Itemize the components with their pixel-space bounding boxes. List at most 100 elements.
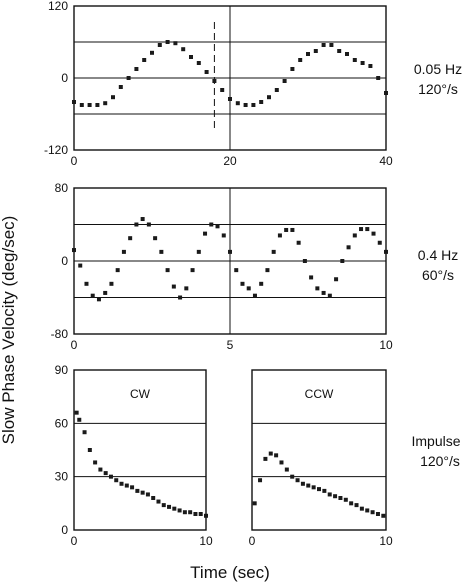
p2-data-point-39 (315, 286, 320, 291)
p4-data-point-3 (268, 451, 273, 456)
y-axis-label: Slow Phase Velocity (deg/sec) (0, 216, 18, 445)
annotation-p1-line1: 0.05 Hz (414, 61, 462, 77)
p2-data-point-14 (159, 249, 164, 254)
p2-data-point-24 (221, 233, 226, 238)
p4-data-point-23 (375, 512, 380, 516)
p3-data-point-15 (151, 496, 156, 500)
p2-data-point-10 (134, 222, 139, 227)
p3-data-point-4 (93, 460, 98, 465)
p1-data-point-11 (157, 43, 162, 47)
p2-data-point-26 (234, 268, 239, 273)
p1-data-point-6 (118, 85, 123, 89)
p3-data-point-18 (167, 504, 172, 509)
p3-frame (73, 369, 207, 531)
p1-data-point-8 (134, 67, 139, 71)
p3-data-point-2 (82, 430, 87, 435)
p3-data-point-23 (193, 512, 198, 516)
p3-ytick-label-0: 90 (55, 363, 69, 377)
p3-data-point-20 (177, 508, 182, 513)
p3-data-point-8 (114, 478, 119, 483)
p3-data-point-3 (87, 448, 92, 452)
p2-data-point-41 (327, 293, 332, 298)
p2-data-point-44 (346, 245, 351, 250)
p1-data-point-21 (235, 101, 240, 106)
p2-data-point-12 (146, 222, 151, 227)
p2-data-point-42 (334, 277, 339, 282)
p2-data-point-5 (103, 290, 108, 295)
p2-xtick-label-1: 5 (227, 338, 234, 352)
p1-data-point-40 (384, 91, 388, 95)
p1-data-point-27 (282, 79, 287, 83)
p1-data-point-26 (274, 88, 279, 92)
p2-data-point-7 (115, 268, 120, 273)
p2-data-point-38 (309, 275, 314, 280)
panel-0.4hz: 800-800 5 10 (51, 181, 393, 352)
p1-ytick-label-0: 120 (48, 0, 68, 13)
p3-data-point-12 (135, 488, 140, 493)
p4-data-point-9 (300, 481, 305, 486)
p2-data-point-25 (228, 249, 232, 254)
p3-data-point-14 (145, 492, 150, 497)
p2-data-point-49 (377, 240, 382, 245)
p1-data-point-30 (306, 52, 310, 56)
p1-xtick-label-2: 40 (379, 154, 393, 168)
p2-data-point-32 (271, 249, 276, 254)
p4-data-point-22 (370, 510, 375, 515)
p2-data-point-29 (252, 293, 257, 298)
p3-data-point-17 (161, 503, 166, 508)
annotation-impulse-line1: Impulse (411, 433, 460, 449)
p1-data-point-38 (368, 64, 373, 68)
p2-data-point-37 (302, 259, 307, 263)
p2-data-point-11 (140, 217, 145, 222)
p2-ytick-label-2: -80 (51, 327, 69, 341)
p4-data-point-10 (306, 483, 311, 488)
p1-data-point-13 (173, 41, 178, 46)
p1-data-point-31 (313, 49, 318, 53)
p1-data-point-2 (87, 103, 92, 107)
p1-data-point-19 (220, 88, 225, 92)
p2-data-point-40 (321, 290, 326, 295)
p2-data-point-23 (215, 224, 220, 229)
p1-data-point-33 (329, 43, 334, 47)
p1-data-point-28 (290, 67, 295, 71)
p4-data-point-1 (258, 478, 263, 483)
p4-data-point-8 (295, 478, 300, 483)
p4-data-point-14 (327, 492, 332, 497)
p2-data-point-2 (84, 281, 89, 286)
p1-ytick-label-2: -120 (44, 143, 68, 157)
p1-data-point-22 (243, 103, 248, 107)
p4-data-point-7 (290, 474, 295, 479)
p3-data-point-0 (74, 410, 79, 415)
p1-data-point-23 (251, 103, 256, 107)
p2-data-point-30 (259, 281, 264, 286)
p2-data-point-1 (78, 263, 83, 268)
p3-ytick-label-2: 30 (55, 470, 69, 484)
p1-data-point-24 (259, 100, 264, 104)
p1-data-point-9 (142, 58, 147, 62)
p1-data-point-3 (95, 103, 100, 107)
p1-data-point-36 (352, 58, 357, 62)
p1-data-point-39 (376, 76, 381, 80)
p1-data-point-34 (337, 49, 342, 53)
p1-data-point-17 (204, 70, 209, 74)
p1-data-point-1 (79, 103, 84, 107)
p4-data-point-12 (317, 487, 321, 492)
p1-data-point-16 (196, 61, 201, 65)
p1-data-point-5 (111, 95, 115, 100)
p2-xtick-label-0: 0 (71, 338, 78, 352)
p2-data-point-17 (178, 295, 183, 300)
p2-data-point-16 (171, 284, 176, 289)
panel-impulse-cw: 90 60 30 00 10 CW (55, 363, 213, 548)
p4-data-point-6 (284, 467, 289, 472)
p2-data-point-47 (365, 227, 370, 232)
p4-data-point-4 (274, 453, 279, 458)
p4-data-point-17 (343, 497, 348, 502)
p1-data-point-14 (181, 47, 186, 52)
p3-data-point-13 (140, 490, 145, 495)
p3-data-point-24 (198, 512, 203, 516)
p1-data-point-10 (150, 50, 154, 55)
annotation-p2-line2: 60°/s (422, 267, 454, 283)
p3-ytick-label-3: 0 (61, 523, 68, 537)
p3-data-point-11 (130, 485, 135, 490)
